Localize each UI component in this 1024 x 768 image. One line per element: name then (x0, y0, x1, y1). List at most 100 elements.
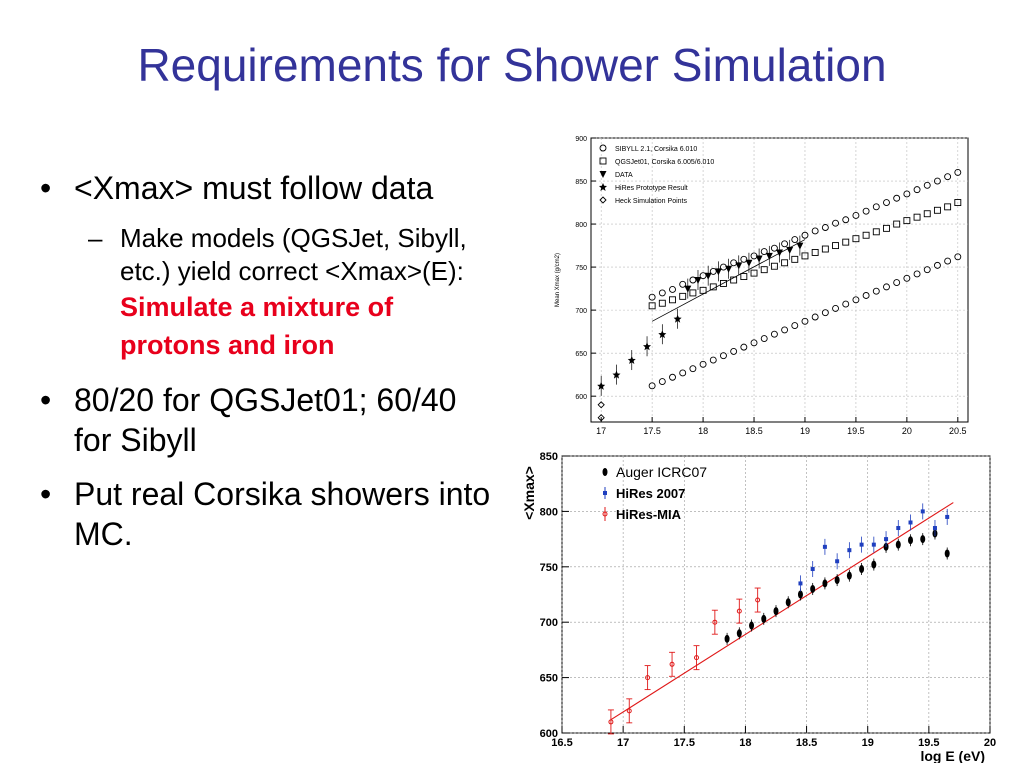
data-point (658, 289, 666, 297)
data-point (842, 300, 850, 308)
data-point (724, 634, 730, 643)
data-point (643, 342, 652, 351)
legend-label: HiRes 2007 (616, 486, 685, 501)
data-point (679, 280, 687, 288)
data-point (920, 535, 926, 544)
chart-bottom: 16.5 17 17.5 18 18.5 19 19.5 20 600 650 700 750 800 8… (520, 448, 1000, 763)
y-tick-label: 900 (575, 136, 587, 143)
data-point (847, 548, 852, 553)
data-point (884, 537, 889, 542)
data-point (791, 255, 799, 263)
data-point (679, 292, 687, 300)
data-point (821, 245, 829, 253)
legend-marker (602, 468, 608, 476)
legend-label: HiRes Prototype Result (615, 185, 688, 192)
data-point (786, 246, 794, 254)
y-tick-label: 850 (575, 179, 587, 186)
y-tick-label: 650 (575, 351, 587, 358)
data-point (954, 199, 962, 206)
x-tick-label: 19.5 (918, 737, 939, 749)
data-point (626, 708, 632, 714)
data-point (923, 266, 931, 274)
data-point (658, 330, 667, 339)
legend-marker (599, 183, 607, 191)
data-point (908, 520, 913, 525)
y-tick-label: 750 (575, 265, 587, 272)
data-point (923, 181, 931, 189)
data-point (872, 203, 880, 211)
data-point (852, 212, 860, 219)
bullet-dot: • (40, 476, 52, 512)
data-point (852, 296, 860, 304)
data-point (945, 514, 950, 519)
data-point (859, 565, 865, 574)
bullet-2-text: 80/20 for QGSJet01; 60/40 for Sibyll (74, 382, 457, 458)
chart-top: 17 17.5 18 18.5 19 19.5 20 20.5 600 650 700 750 800 8… (543, 130, 983, 440)
y-tick-label: 650 (540, 673, 558, 685)
data-point (725, 265, 733, 273)
data-point (821, 224, 829, 231)
data-point (673, 314, 682, 323)
data-point (658, 378, 666, 386)
x-tick-label: 17.5 (674, 737, 695, 749)
data-point (944, 257, 952, 265)
x-tick-label: 20.5 (949, 426, 967, 436)
data-point (694, 277, 702, 284)
data-point (699, 272, 707, 280)
plot-frame (561, 455, 991, 734)
data-point (822, 579, 828, 588)
data-point (736, 608, 742, 614)
data-point (749, 621, 755, 630)
data-point (679, 369, 687, 377)
x-tick-label: 20 (984, 737, 996, 749)
data-point (704, 272, 712, 280)
data-point (913, 186, 921, 194)
sub-bullet-1-text: Make models (QGSJet, Sibyll, etc.) yield… (120, 223, 467, 286)
data-point (893, 220, 901, 228)
x-tick-label: 19 (800, 426, 810, 436)
data-point (645, 675, 651, 681)
bullet-1-text: <Xmax> must follow data (74, 170, 434, 206)
x-tick-label: 18.5 (745, 426, 763, 436)
data-point (597, 381, 606, 390)
bullet-1: • <Xmax> must follow data (40, 168, 500, 208)
data-point (597, 401, 605, 409)
data-point (776, 249, 783, 257)
data-point (736, 629, 742, 638)
data-point (811, 313, 819, 321)
data-point (842, 238, 850, 246)
data-point (612, 370, 621, 379)
data-point (810, 567, 815, 572)
data-point (765, 252, 773, 260)
legend-marker (599, 144, 607, 152)
x-tick-label: 20 (902, 426, 912, 436)
data-point (760, 248, 768, 256)
sub-bullet-dash: – (88, 223, 103, 253)
data-point (745, 259, 753, 267)
slide-title: Requirements for Shower Simulation (137, 39, 887, 91)
data-point (835, 559, 840, 564)
y-tick-label: 600 (575, 394, 587, 401)
data-point (944, 549, 950, 558)
y-tick-label: 800 (575, 222, 587, 229)
data-point (694, 655, 700, 661)
data-point (669, 286, 676, 293)
data-point (862, 231, 870, 239)
data-point (760, 335, 768, 342)
data-point (750, 339, 758, 347)
bullet-2: • 80/20 for QGSJet01; 60/40 for Sibyll (40, 380, 500, 460)
data-point (954, 168, 962, 176)
legend-label: QGSJet01, Corsika 6.005/6.010 (615, 159, 714, 166)
legend-marker (599, 196, 607, 204)
data-point (846, 571, 852, 580)
data-point (883, 224, 890, 232)
data-point (720, 352, 727, 360)
legend-label: Auger ICRC07 (616, 464, 707, 480)
data-point (798, 581, 803, 586)
bullet-3: • Put real Corsika showers into MC. (40, 474, 500, 554)
data-point (862, 292, 870, 299)
data-point (810, 584, 816, 593)
y-tick-label: 750 (540, 562, 558, 574)
data-point (730, 276, 738, 284)
data-point (740, 343, 748, 351)
